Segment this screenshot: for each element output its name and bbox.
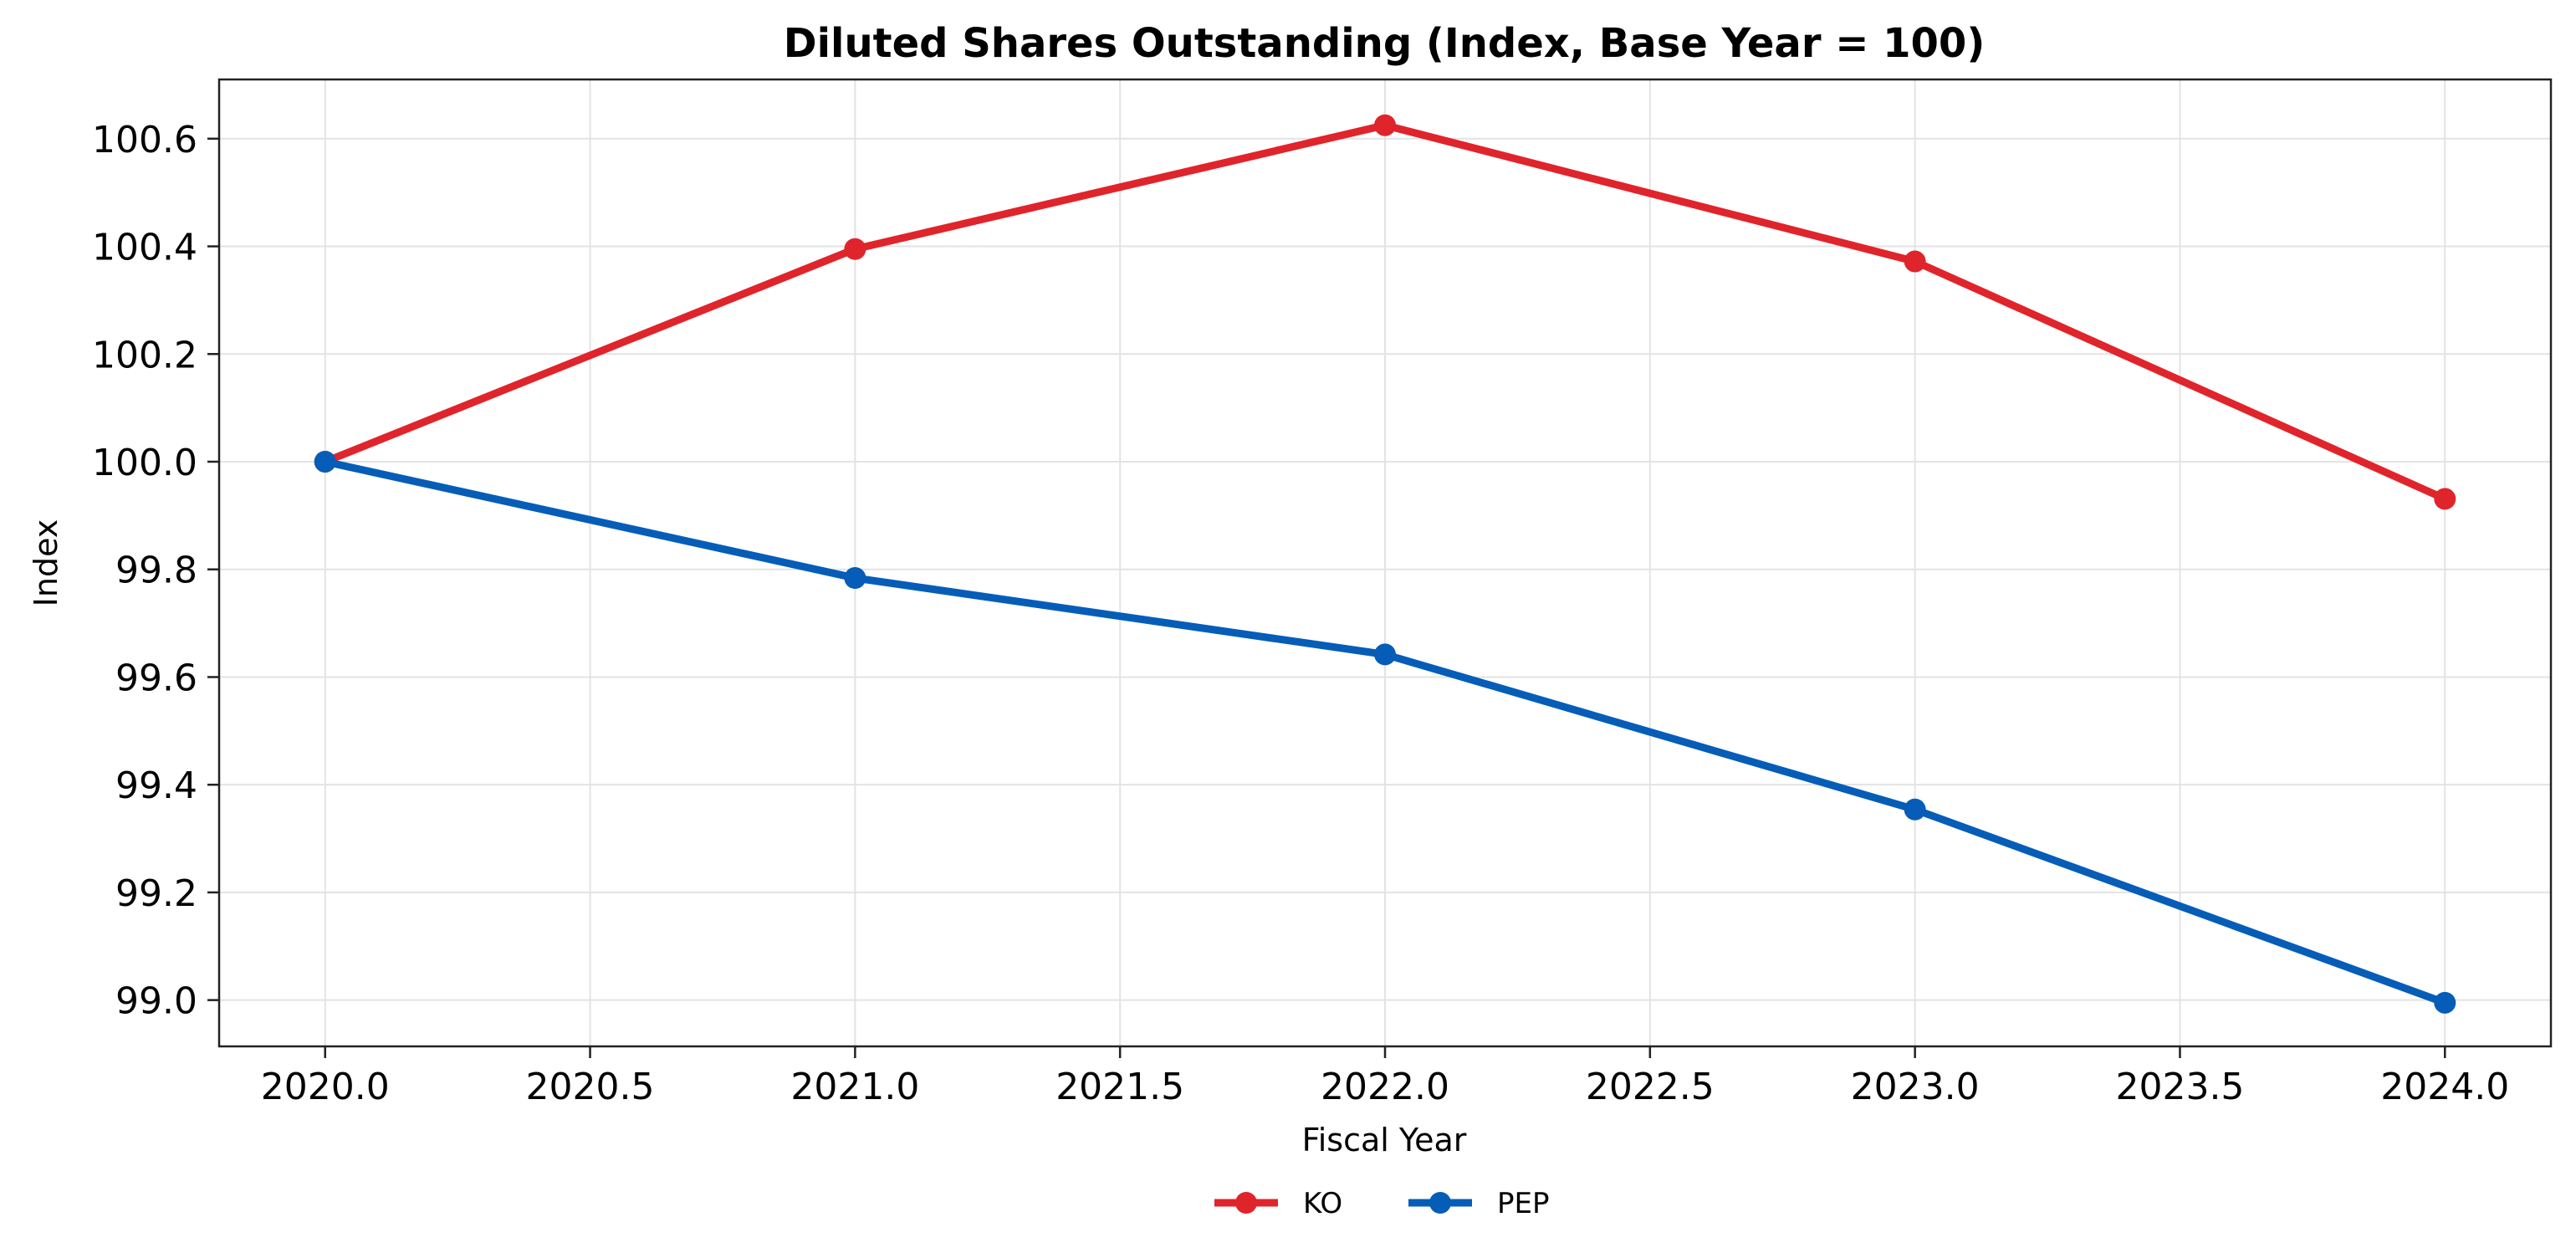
data-point-pep (844, 567, 866, 590)
y-tick-label: 99.0 (115, 980, 197, 1023)
x-tick-label: 2020.5 (526, 1066, 655, 1108)
x-axis-label: Fiscal Year (1302, 1122, 1467, 1158)
legend: KO PEP (1214, 1187, 1550, 1220)
x-tick-label: 2021.0 (790, 1066, 919, 1108)
y-tick-label: 99.6 (115, 657, 197, 699)
series-layer (314, 114, 2456, 1014)
data-point-pep (2434, 991, 2456, 1014)
data-point-ko (1374, 114, 1396, 136)
data-point-ko (844, 238, 866, 260)
data-point-ko (1904, 250, 1926, 273)
legend-marker-pep (1429, 1192, 1451, 1214)
chart-title: Diluted Shares Outstanding (Index, Base … (784, 20, 1986, 67)
y-tick-label: 99.8 (115, 550, 197, 592)
x-tick-label: 2021.5 (1055, 1066, 1184, 1108)
axis-ticks: 2020.0 2020.5 2021.0 2021.5 2022.0 2022.5 2023… (92, 119, 2509, 1108)
x-tick-label: 2020.0 (261, 1066, 390, 1108)
legend-marker-ko (1235, 1192, 1257, 1214)
data-point-pep (1904, 798, 1926, 821)
data-point-pep (314, 450, 336, 473)
legend-label-ko: KO (1303, 1187, 1342, 1220)
data-point-pep (1374, 643, 1396, 666)
y-tick-label: 99.2 (115, 872, 197, 915)
x-tick-label: 2022.0 (1321, 1066, 1449, 1108)
y-tick-label: 100.6 (92, 119, 197, 161)
x-tick-label: 2022.5 (1586, 1066, 1715, 1108)
x-tick-label: 2024.0 (2380, 1066, 2509, 1108)
y-tick-label: 100.0 (92, 442, 197, 484)
y-tick-label: 99.4 (115, 765, 197, 807)
x-tick-label: 2023.0 (1851, 1066, 1980, 1108)
y-axis-label: Index (28, 519, 64, 607)
data-point-ko (2434, 488, 2456, 510)
y-tick-label: 100.4 (92, 227, 197, 269)
x-tick-label: 2023.5 (2115, 1066, 2244, 1108)
y-tick-label: 100.2 (92, 334, 197, 376)
legend-label-pep: PEP (1497, 1187, 1550, 1220)
